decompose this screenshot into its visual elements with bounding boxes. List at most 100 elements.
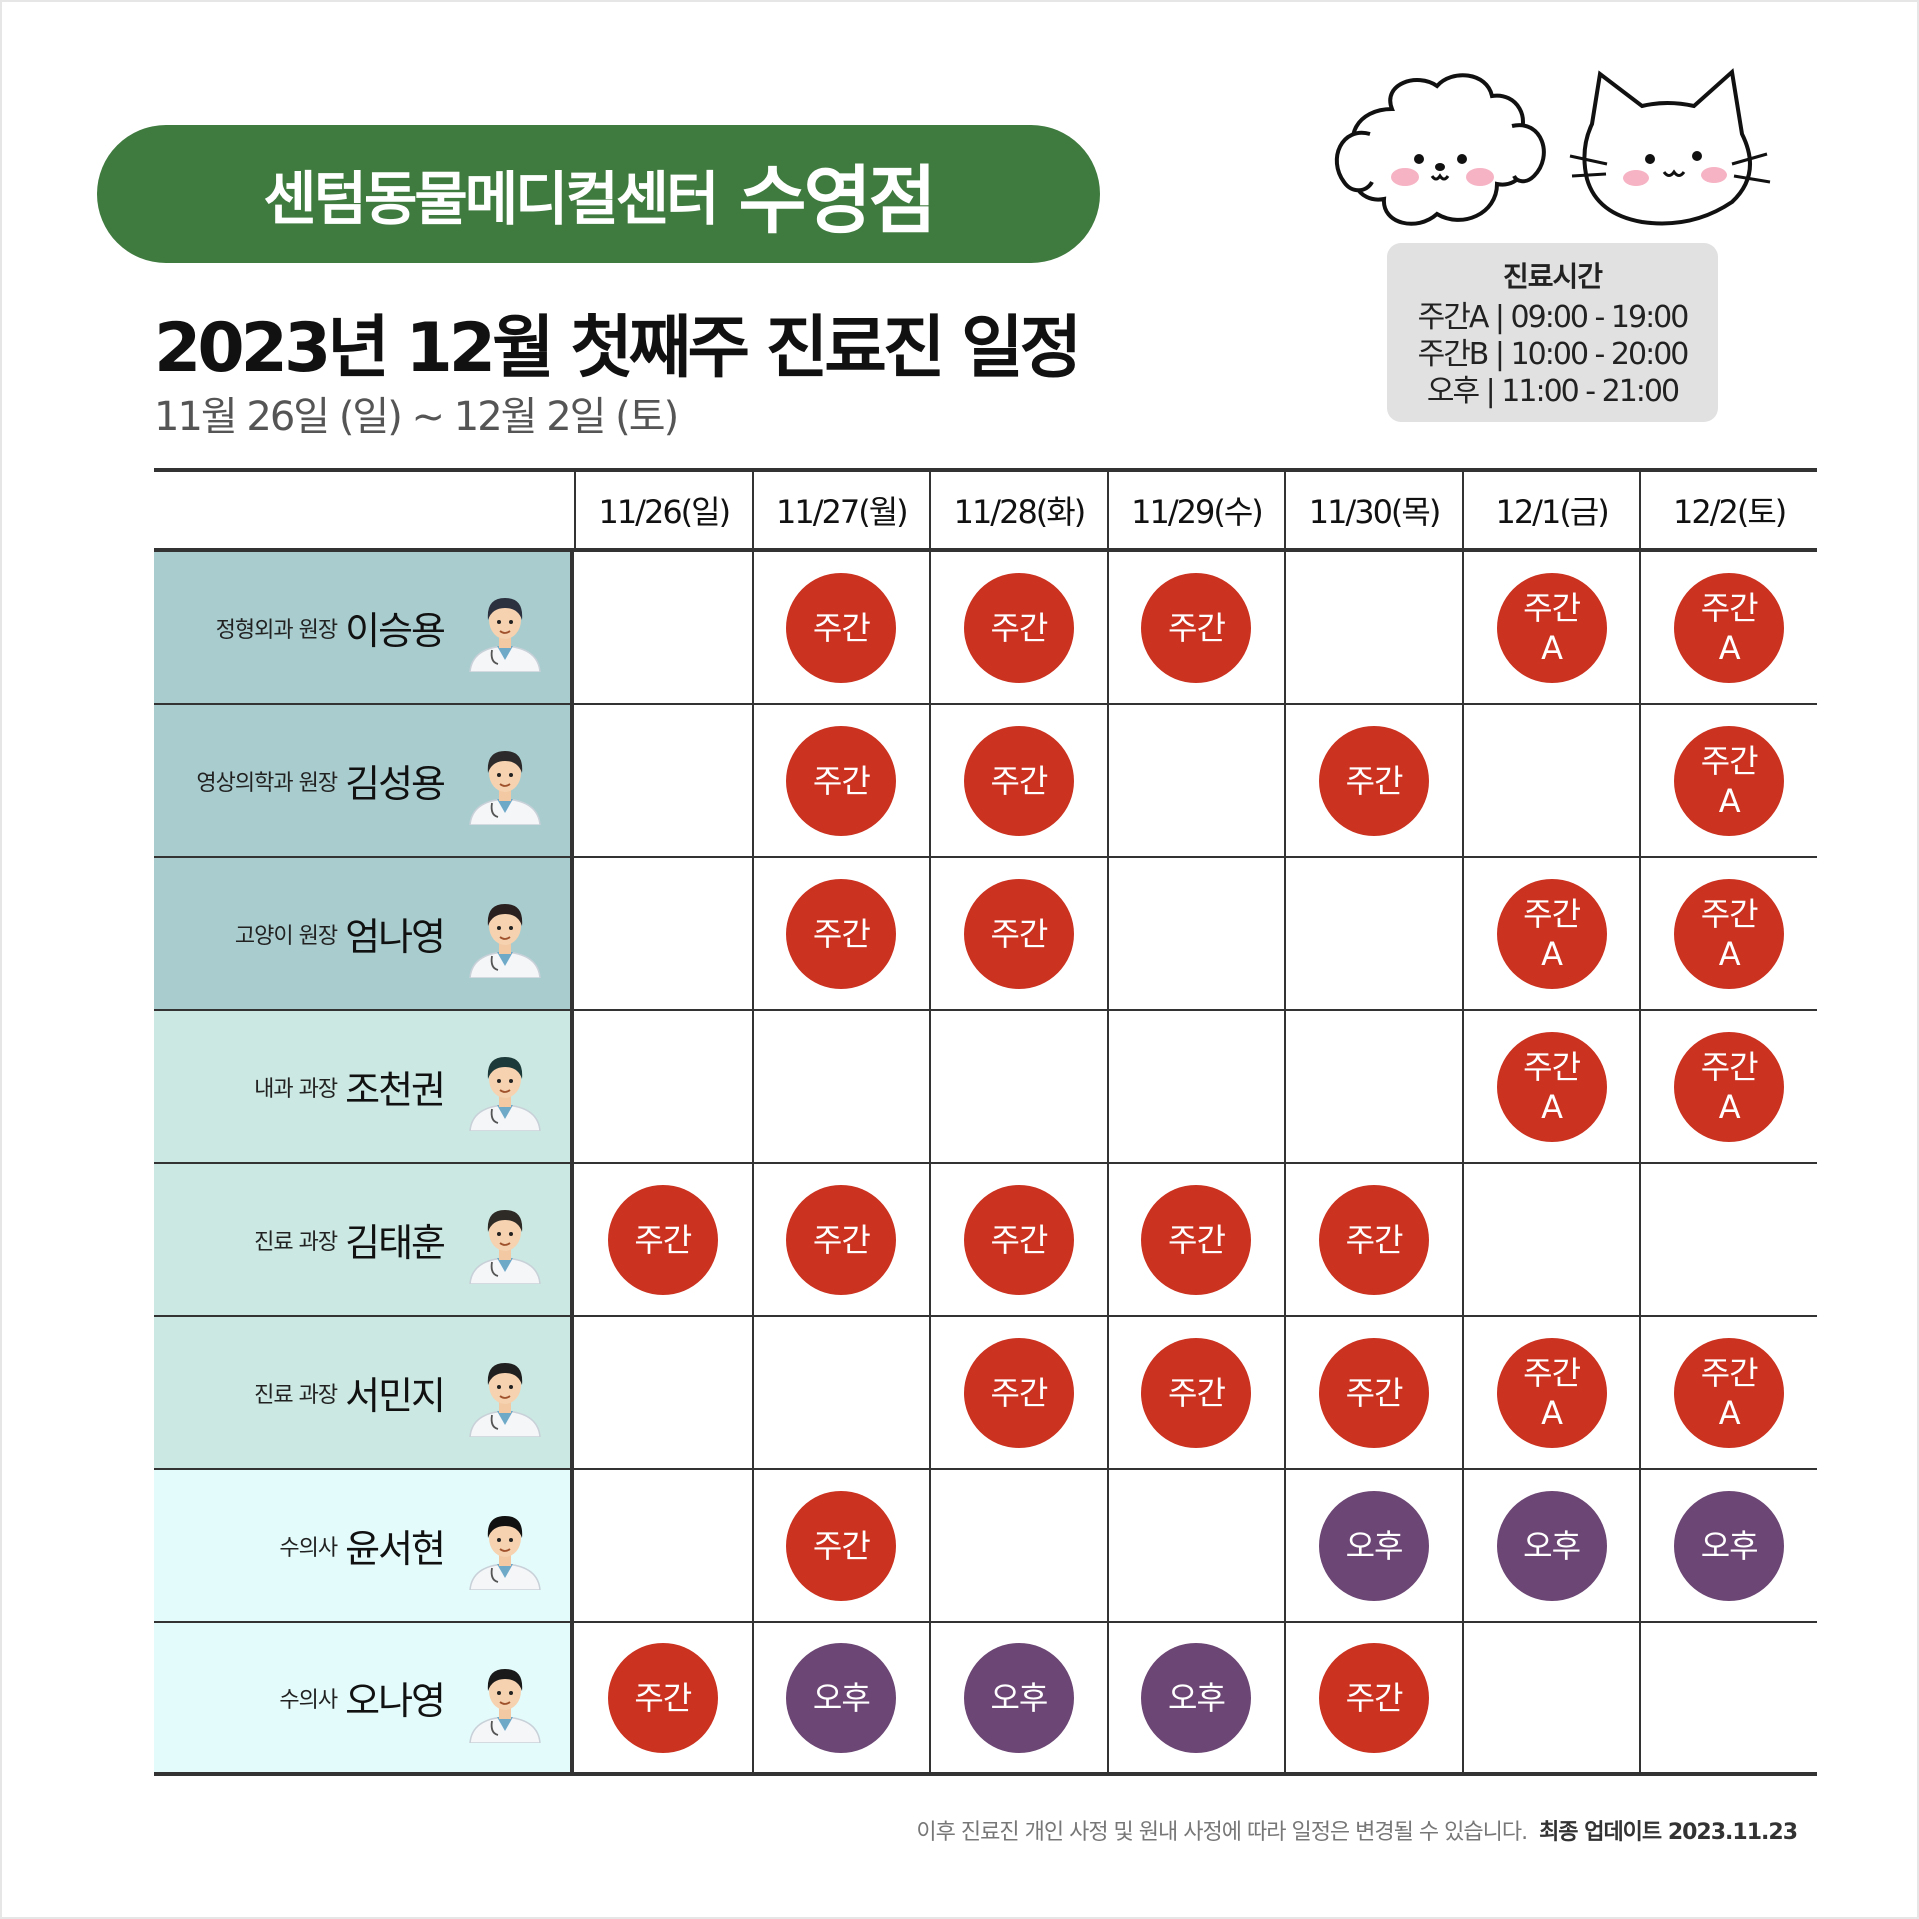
table-row: 수의사 오나영 주간 오후 오후 오후 주간 (154, 1623, 1817, 1776)
schedule-cell (1106, 705, 1285, 856)
table-row: 고양이 원장 엄나영 주간 주간 주간 A 주간 A (154, 858, 1817, 1011)
shift-label: 주간 (1345, 1373, 1404, 1412)
dog-and-cat-illustration (1334, 68, 1771, 226)
table-header-rule (154, 548, 1817, 552)
cat-icon (1582, 68, 1752, 226)
shift-label: 주간 (1345, 1678, 1404, 1717)
doctor-avatar-icon (469, 1210, 541, 1284)
shift-label: 주간 (1168, 1220, 1226, 1259)
day-header: 11/30(목) (1284, 472, 1462, 548)
table-row: 진료 과장 김태훈 주간 주간 주간 주간 주간 (154, 1164, 1817, 1317)
shift-label: 주간 (812, 608, 871, 647)
day-header: 12/1(금) (1461, 472, 1640, 548)
schedule-cell: 주간 (929, 1164, 1107, 1315)
schedule-cell: 주간 (1106, 1164, 1285, 1315)
table-header-row: 11/26(일) 11/27(월) 11/28(화) 11/29(수) 11/3… (154, 472, 1817, 548)
schedule-cell: 주간 (929, 1317, 1107, 1468)
clinic-hours-box: 진료시간 주간A | 09:00 - 19:00 주간B | 10:00 - 2… (1387, 243, 1718, 422)
doctor-cell: 영상의학과 원장 김성용 (154, 705, 574, 856)
pm-shift-badge: 오후 (786, 1642, 897, 1753)
table-top-rule (154, 468, 1817, 472)
day-shift-badge: 주간 (607, 1184, 718, 1295)
doctor-cell: 수의사 윤서현 (154, 1470, 574, 1621)
schedule-cell: 오후 (751, 1623, 930, 1772)
shift-label: 주간 (990, 1373, 1048, 1412)
day-shift-badge: 주간 (963, 572, 1074, 683)
hours-line-day-b: 주간B | 10:00 - 20:00 (1417, 337, 1690, 372)
shift-label: A (1541, 1087, 1563, 1126)
hours-line-day-a: 주간A | 09:00 - 19:00 (1417, 300, 1690, 335)
day-shift-badge: 주간 (1141, 572, 1252, 683)
schedule-cell: 오후 (929, 1623, 1107, 1772)
pm-shift-badge: 오후 (1141, 1642, 1252, 1753)
shift-label: 주간 (812, 914, 871, 953)
schedule-cell (1639, 1164, 1817, 1315)
schedule-cell (574, 1317, 752, 1468)
doctor-cell: 내과 과장 조천권 (154, 1011, 574, 1162)
day-shift-badge: 주간 A (1674, 725, 1785, 836)
day-shift-badge: 주간 (1141, 1184, 1252, 1295)
schedule-cell: 주간 (1106, 1317, 1285, 1468)
pm-shift-badge: 오후 (963, 1642, 1074, 1753)
shift-label: A (1718, 781, 1741, 820)
schedule-cell: 주간 (751, 705, 930, 856)
shift-label: 주간 (634, 1678, 692, 1717)
day-shift-badge: 주간 A (1496, 1337, 1607, 1448)
schedule-cell: 주간 (751, 1164, 930, 1315)
shift-label: 주간 (1345, 761, 1404, 800)
schedule-cell: 주간 (574, 1623, 752, 1772)
shift-label: 주간 (990, 914, 1048, 953)
schedule-cell: 주간 (751, 552, 930, 703)
pm-shift-badge: 오후 (1674, 1490, 1785, 1601)
shift-label: 주간 (1700, 741, 1759, 780)
shift-label: 주간 (1700, 588, 1759, 627)
shift-label: 주간 (634, 1220, 692, 1259)
shift-label: 주간 (1523, 1353, 1581, 1392)
schedule-cell (1461, 705, 1640, 856)
day-shift-badge: 주간 (786, 878, 897, 989)
schedule-cell: 주간 A (1461, 1317, 1640, 1468)
day-header: 12/2(토) (1639, 472, 1817, 548)
table-row: 영상의학과 원장 김성용 주간 주간 주간 주간 A (154, 705, 1817, 858)
schedule-cell: 오후 (1461, 1470, 1640, 1621)
doctor-name: 엄나영 (345, 915, 446, 959)
header-blank-cell (154, 472, 574, 548)
schedule-cell (1461, 1623, 1640, 1772)
table-body: 정형외과 원장 이승용 주간 주간 주간 주간 A 주간 A 영상의학과 원장 김성용 주간 주간 주간 주… (154, 552, 1817, 1776)
day-shift-badge: 주간 (1319, 725, 1430, 836)
schedule-cell: 오후 (1639, 1470, 1817, 1621)
day-shift-badge: 주간 (963, 1184, 1074, 1295)
table-row: 진료 과장 서민지 주간 주간 주간 주간 A 주간 A (154, 1317, 1817, 1470)
schedule-cell: 오후 (1284, 1470, 1462, 1621)
schedule-cell: 주간 A (1639, 552, 1817, 703)
doctor-role: 정형외과 원장 (215, 617, 338, 643)
shift-label: 오후 (812, 1678, 871, 1717)
pm-shift-badge: 오후 (1319, 1490, 1430, 1601)
doctor-name: 서민지 (345, 1374, 446, 1418)
doctor-cell: 수의사 오나영 (154, 1623, 574, 1772)
clinic-banner: 센텀동물메디컬센터 수영점 (97, 125, 1100, 263)
hours-title: 진료시간 (1502, 260, 1603, 293)
doctor-role: 고양이 원장 (234, 923, 338, 949)
dog-face (1414, 154, 1467, 181)
clinic-name: 센텀동물메디컬센터 (263, 165, 719, 233)
day-shift-badge: 주간 (1319, 1184, 1430, 1295)
shift-label: A (1718, 1087, 1741, 1126)
day-shift-badge: 주간 A (1674, 878, 1785, 989)
shift-label: 오후 (1700, 1526, 1759, 1565)
schedule-cell (1639, 1623, 1817, 1772)
schedule-cell (1106, 1011, 1285, 1162)
schedule-cell: 주간 (751, 858, 930, 1009)
doctor-name: 윤서현 (345, 1527, 446, 1571)
shift-label: 오후 (1345, 1526, 1404, 1565)
day-shift-badge: 주간 (1319, 1337, 1430, 1448)
schedule-cell (574, 705, 752, 856)
shift-label: 오후 (1168, 1678, 1226, 1717)
last-updated: 최종 업데이트 2023.11.23 (1539, 1820, 1798, 1845)
table-row: 수의사 윤서현 주간 오후 오후 오후 (154, 1470, 1817, 1623)
shift-label: A (1541, 628, 1563, 667)
shift-label: 주간 (990, 1220, 1048, 1259)
schedule-cell: 주간 (751, 1470, 930, 1621)
schedule-cell: 주간 (1284, 1164, 1462, 1315)
footer-note: 이후 진료진 개인 사정 및 원내 사정에 따라 일정은 변경될 수 있습니다.… (916, 1814, 1798, 1846)
